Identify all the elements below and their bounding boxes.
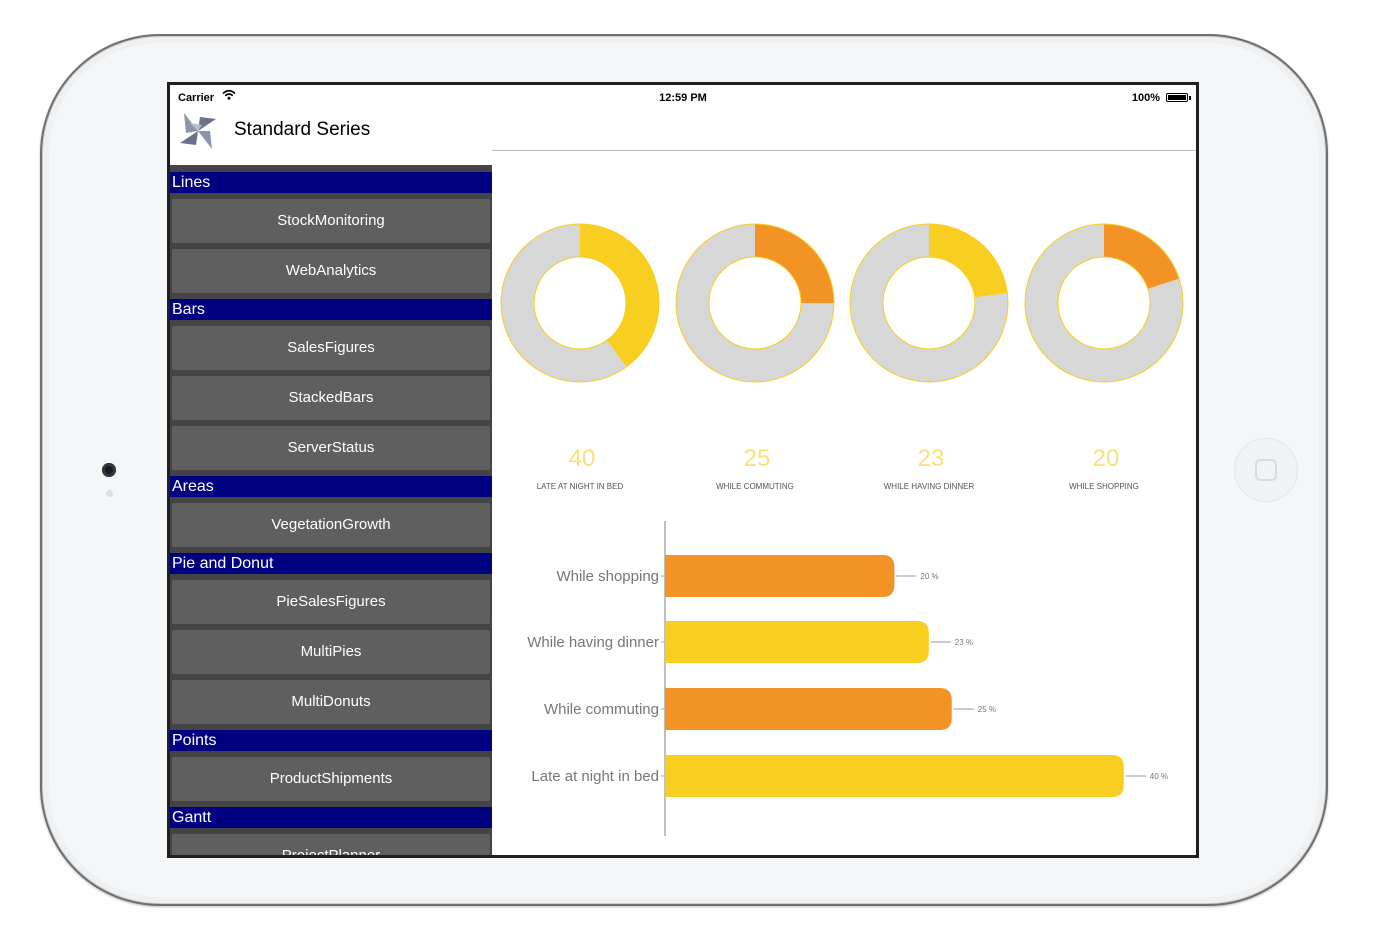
donut-outline-1 [500,223,660,383]
menu-button-vegetation-growth[interactable]: VegetationGrowth [172,503,490,547]
donut-value-2: 25 [744,445,771,472]
bar-category-label-4: Late at night in bed [531,768,659,785]
wifi-icon [222,89,236,100]
battery-icon [1166,93,1188,102]
battery-percent: 100% [1131,92,1160,104]
sidebar: Lines StockMonitoring WebAnalytics Bars … [170,165,492,855]
screen: Carrier 12:59 PM 100% Standard Series Li… [167,82,1199,858]
bar-3 [665,688,952,730]
section-header-pie-and-donut: Pie and Donut [170,553,492,574]
donut-segment-4 [1104,224,1180,289]
menu-button-server-status[interactable]: ServerStatus [172,426,490,470]
donut-outline-4 [1024,223,1184,383]
section-header-bars: Bars [170,299,492,320]
menu-button-multi-donuts[interactable]: MultiDonuts [172,680,490,724]
donut-segment-3 [929,224,1008,298]
donut-track-2 [676,224,834,383]
header-divider [492,150,1196,151]
donut-segment-2 [755,224,834,303]
status-bar: Carrier 12:59 PM 100% [170,85,1196,107]
donut-outline-3 [849,223,1009,383]
donut-hole-4 [1057,256,1151,350]
ambient-sensor [106,490,113,497]
bar-4 [665,755,1124,797]
donut-outline-2 [675,223,835,383]
donut-track-3 [850,224,1009,382]
bar-1 [665,555,895,597]
bar-category-label-1: While shopping [556,568,659,585]
section-header-areas: Areas [170,476,492,497]
menu-button-project-planner[interactable]: ProjectPlanner [172,834,490,855]
bar-value-label-4: 40 % [1150,772,1168,781]
home-button[interactable] [1234,438,1298,502]
menu-button-stacked-bars[interactable]: StackedBars [172,376,490,420]
donut-track-4 [1025,224,1183,382]
front-camera [102,463,116,477]
donut-hole-1 [533,256,627,350]
menu-button-multi-pies[interactable]: MultiPies [172,630,490,674]
donut-label-1: LATE AT NIGHT IN BED [537,482,624,491]
bar-value-label-1: 20 % [920,572,938,581]
section-header-lines: Lines [170,172,492,193]
bar-category-label-2: While having dinner [527,634,659,651]
status-time: 12:59 PM [659,92,707,104]
donut-label-2: WHILE COMMUTING [716,482,794,491]
menu-button-stock-monitoring[interactable]: StockMonitoring [172,199,490,243]
bar-value-label-3: 25 % [978,705,996,714]
bar-2 [665,621,929,663]
page-title: Standard Series [234,119,371,140]
donut-track-1 [501,224,627,382]
donut-label-4: WHILE SHOPPING [1069,482,1139,491]
menu-button-product-shipments[interactable]: ProductShipments [172,757,490,801]
menu-button-sales-figures[interactable]: SalesFigures [172,326,490,370]
battery-tip [1189,96,1191,100]
pinwheel-logo-icon [180,113,216,149]
section-header-gantt: Gantt [170,807,492,828]
donut-value-1: 40 [569,445,596,472]
menu-button-web-analytics[interactable]: WebAnalytics [172,249,490,293]
donut-segment-1 [580,224,659,367]
donut-label-3: WHILE HAVING DINNER [884,482,975,491]
menu-button-pie-sales-figures[interactable]: PieSalesFigures [172,580,490,624]
donut-hole-3 [882,256,976,350]
nav-header: Standard Series [170,107,492,165]
chart-area: 40 LATE AT NIGHT IN BED 25 WHILE COMMUTING 2… [492,151,1196,855]
section-header-points: Points [170,730,492,751]
carrier-label: Carrier [178,92,215,104]
bar-category-label-3: While commuting [544,701,659,718]
bar-value-label-2: 23 % [955,638,973,647]
donut-value-3: 23 [918,445,945,472]
donut-value-4: 20 [1093,445,1120,472]
charts-svg: 40 LATE AT NIGHT IN BED 25 WHILE COMMUTING 2… [500,223,1184,836]
donut-hole-2 [708,256,802,350]
home-square-icon [1255,459,1277,481]
